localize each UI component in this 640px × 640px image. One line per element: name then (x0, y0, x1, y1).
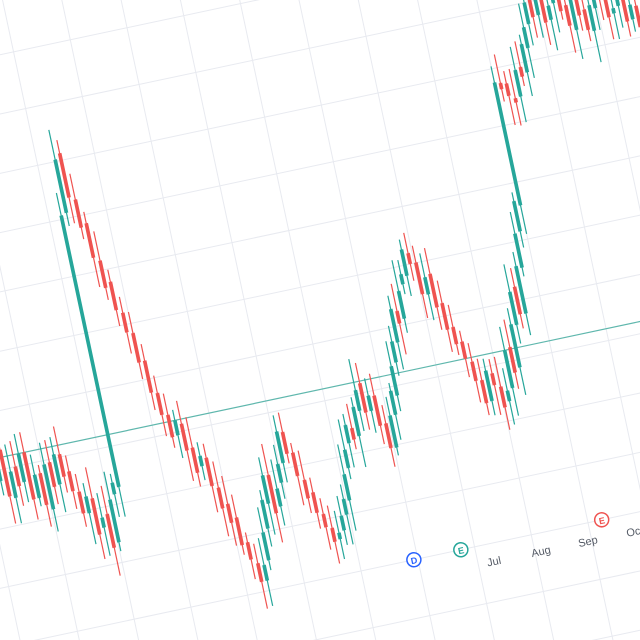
candle-body (100, 517, 106, 528)
candle (498, 327, 520, 416)
candle-body (156, 393, 164, 416)
x-tick-label: Sep (577, 534, 599, 550)
candle-body (198, 456, 204, 467)
grid-line-vertical (204, 0, 404, 640)
grid-line-horizontal (0, 47, 640, 288)
grid-line-vertical (34, 0, 234, 640)
candle-wick (504, 71, 515, 125)
candle (175, 400, 196, 481)
candle (18, 432, 40, 520)
candle-body (519, 67, 525, 77)
candle-body (131, 333, 141, 363)
candle-body (602, 0, 611, 18)
grid-line-vertical (488, 0, 640, 640)
candle-body (90, 498, 101, 535)
candle-body (291, 452, 300, 476)
candle-body (613, 0, 620, 6)
candle-body (276, 464, 284, 483)
grid-line-vertical (261, 0, 461, 640)
candle-body (400, 249, 409, 276)
grid-line-horizontal (0, 387, 640, 628)
candle-body (423, 277, 430, 295)
candle-body (84, 223, 95, 258)
candle (387, 326, 401, 377)
candle-body (499, 386, 507, 408)
candle-body (366, 395, 373, 411)
candle-body (634, 5, 640, 27)
candle-body (339, 515, 346, 530)
candle-body (451, 327, 458, 345)
earnings-icon[interactable]: E (453, 541, 470, 558)
candle (493, 54, 507, 102)
candle (84, 467, 107, 559)
candle-body (628, 4, 635, 19)
candle-body (490, 373, 496, 386)
grid-line-horizontal (0, 0, 640, 4)
candle-body (321, 514, 327, 528)
candle-body (330, 528, 337, 543)
candle-body (59, 215, 120, 487)
candle-body (618, 0, 629, 22)
grid-line-horizontal (0, 217, 640, 458)
candle-body (493, 82, 523, 206)
candle-body (505, 83, 511, 96)
candle-body (67, 471, 75, 492)
candle-body (275, 488, 282, 507)
candle (318, 498, 332, 550)
grid-line-vertical (601, 0, 640, 640)
candle (435, 280, 454, 352)
candle-body (499, 83, 504, 90)
candle (446, 304, 460, 355)
candle-body (547, 0, 555, 3)
candle-body (470, 361, 478, 381)
x-axis: JulAugSepOctNovDec (486, 504, 640, 569)
candle-body (311, 492, 319, 513)
x-tick-label: Jul (486, 555, 502, 570)
candle-body (246, 542, 253, 560)
candle (585, 0, 603, 62)
candle-body (460, 341, 467, 359)
candle-body (390, 341, 398, 363)
candle-body (303, 479, 311, 498)
candle-body (506, 390, 512, 401)
candle-body (109, 281, 119, 310)
grid-line-horizontal (0, 330, 640, 571)
candle-body (395, 311, 401, 324)
candle-body (226, 503, 234, 523)
earnings-icon[interactable]: E (593, 511, 610, 528)
candle-body (343, 449, 350, 468)
candle-body (399, 274, 405, 285)
candle-body (514, 98, 518, 103)
candle (607, 0, 622, 39)
grid-line-vertical (0, 0, 177, 640)
candle (244, 532, 257, 579)
candle (82, 211, 102, 287)
grid-line-horizontal (0, 274, 640, 515)
candle-body (337, 532, 342, 539)
candle-body (217, 487, 225, 508)
candle-body (343, 425, 350, 444)
candle-body (110, 482, 116, 494)
grid-line-horizontal (0, 103, 640, 344)
candle-body (406, 253, 412, 265)
candle-body (546, 5, 553, 20)
candle-body (611, 8, 616, 14)
candle (47, 129, 71, 226)
candle (99, 485, 122, 575)
candle-body (350, 428, 356, 440)
candle (0, 435, 17, 524)
grid-line-horizontal (0, 160, 640, 401)
grid-line-horizontal (0, 0, 640, 174)
grid-line-vertical (0, 0, 64, 640)
candle-body (262, 565, 269, 581)
x-tick-label: Oct (625, 524, 640, 539)
candle (64, 455, 79, 509)
candle-body (191, 447, 200, 473)
candle-body (77, 491, 85, 513)
candle-body (74, 199, 84, 228)
candle-body (121, 312, 129, 332)
